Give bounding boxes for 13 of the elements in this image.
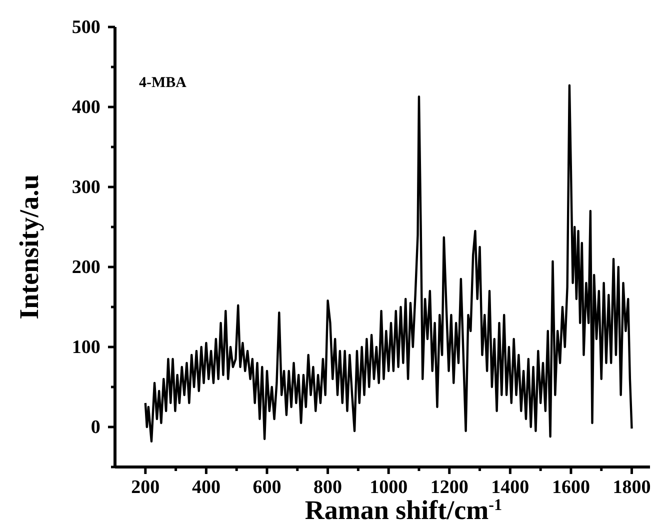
x-tick-label: 600 <box>252 477 282 498</box>
x-tick-label: 1800 <box>612 477 651 498</box>
y-tick-label: 200 <box>72 257 100 278</box>
x-tick-label: 400 <box>192 477 220 498</box>
y-tick-label: 0 <box>90 417 100 438</box>
y-tick-label: 300 <box>72 177 100 198</box>
annotation: 4-MBA <box>139 75 187 91</box>
y-tick-label: 100 <box>72 337 100 358</box>
x-tick-label: 1600 <box>552 477 590 498</box>
x-tick-label: 200 <box>131 477 160 498</box>
y-tick-label: 500 <box>72 17 100 38</box>
y-tick-label: 400 <box>72 97 100 118</box>
y-axis-title: Intensity/a.u <box>14 174 44 320</box>
